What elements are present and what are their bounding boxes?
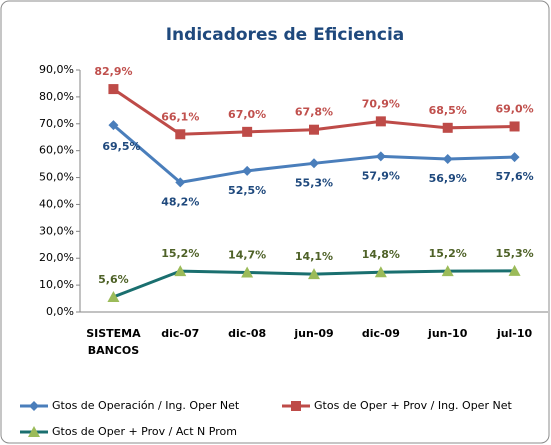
legend-marker-shape: [28, 426, 40, 437]
data-label: 56,9%: [429, 172, 467, 185]
x-tick-label: jul-10: [496, 327, 533, 340]
marker: [308, 268, 320, 280]
legend-marker: [29, 401, 39, 411]
y-tick-label: 40,0%: [39, 197, 74, 210]
marker: [509, 121, 520, 132]
legend-marker-shape: [29, 401, 39, 411]
data-label: 52,5%: [228, 184, 266, 197]
y-tick-label: 10,0%: [39, 278, 74, 291]
data-label: 67,8%: [295, 106, 333, 119]
x-tick-label: dic-08: [228, 327, 266, 340]
legend-marker-shape: [291, 401, 301, 411]
marker: [175, 177, 186, 188]
data-label: 14,8%: [362, 248, 400, 261]
marker: [441, 265, 454, 277]
data-label: 66,1%: [161, 110, 199, 123]
data-label: 57,9%: [362, 169, 400, 182]
x-tick-label: dic-07: [161, 327, 199, 340]
data-label: 70,9%: [362, 97, 400, 110]
x-tick-label: dic-09: [362, 327, 400, 340]
x-tick-label: jun-09: [293, 327, 333, 340]
marker: [108, 120, 119, 131]
data-label: 15,2%: [429, 247, 467, 260]
data-label: 15,3%: [495, 247, 533, 260]
marker: [241, 266, 254, 278]
data-label: 55,3%: [295, 176, 333, 189]
marker: [508, 264, 521, 276]
legend-label: Gtos de Oper + Prov / Ing. Oper Net: [314, 399, 512, 412]
legend-marker: [28, 426, 40, 437]
legend-label: Gtos de Oper + Prov / Act N Prom: [52, 425, 237, 438]
chart-title: Indicadores de Eficiencia: [166, 25, 405, 45]
marker: [375, 116, 386, 127]
data-label: 82,9%: [94, 65, 132, 78]
marker: [174, 265, 187, 277]
marker: [309, 124, 319, 135]
marker: [442, 122, 453, 133]
x-tick-label: SISTEMA BANCOS: [86, 327, 141, 357]
data-label: 69,5%: [102, 140, 140, 153]
marker: [242, 165, 253, 176]
marker: [375, 151, 386, 162]
marker: [374, 266, 387, 278]
y-tick-label: 60,0%: [39, 144, 74, 157]
y-tick-label: 80,0%: [39, 90, 74, 103]
data-label: 15,2%: [161, 247, 199, 260]
x-tick-label: jun-10: [427, 327, 468, 340]
marker: [309, 158, 319, 169]
legend-label: Gtos de Operación / Ing. Oper Net: [52, 399, 240, 412]
data-label: 57,6%: [495, 170, 533, 183]
marker: [108, 84, 119, 95]
legend-marker: [291, 401, 301, 411]
x-tick-label-line: SISTEMA: [86, 327, 141, 340]
data-label: 48,2%: [161, 195, 199, 208]
marker: [107, 290, 120, 302]
data-label: 67,0%: [228, 108, 266, 121]
data-label: 5,6%: [98, 273, 129, 286]
x-tick-label-line: BANCOS: [88, 344, 140, 357]
y-tick-label: 50,0%: [39, 171, 74, 184]
data-label: 69,0%: [495, 102, 533, 115]
data-label: 14,1%: [295, 250, 333, 263]
y-tick-label: 20,0%: [39, 251, 74, 264]
marker: [509, 152, 520, 163]
y-tick-label: 90,0%: [39, 63, 74, 76]
y-tick-label: 0,0%: [46, 305, 74, 318]
marker: [242, 126, 253, 137]
y-tick-label: 70,0%: [39, 117, 74, 130]
data-label: 14,7%: [228, 248, 266, 261]
marker: [442, 154, 453, 165]
y-tick-label: 30,0%: [39, 224, 74, 237]
marker: [175, 129, 186, 140]
data-label: 68,5%: [429, 104, 467, 117]
